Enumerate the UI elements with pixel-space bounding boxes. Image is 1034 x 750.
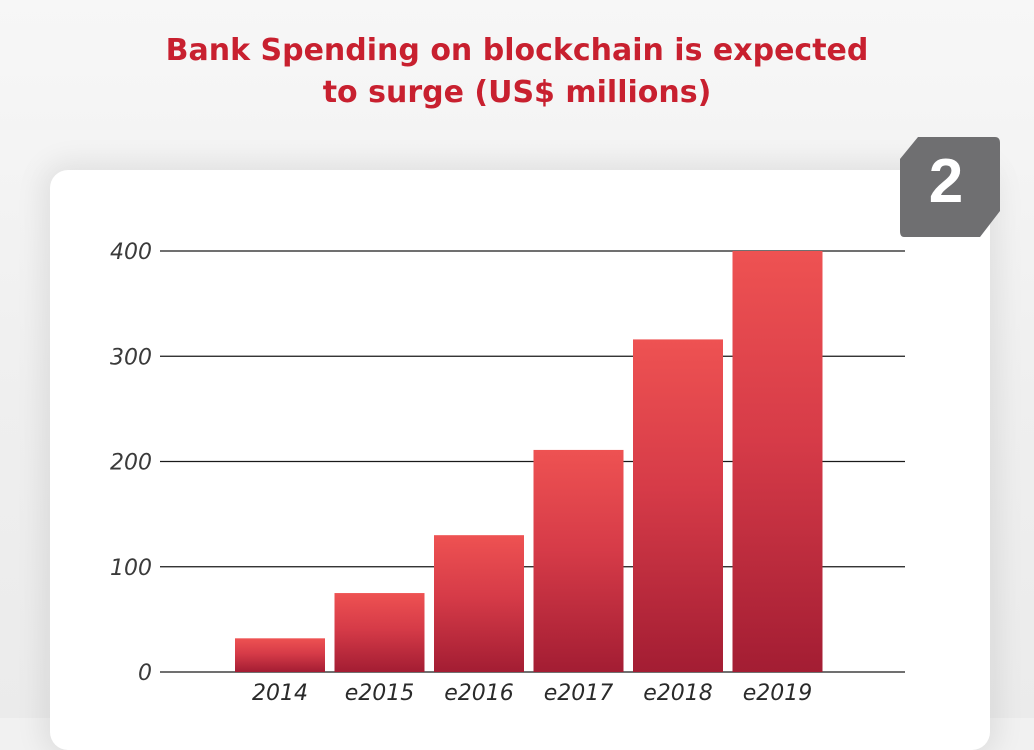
bar-e2017 [533,449,624,672]
bar-e2015 [334,593,425,672]
y-tick-label-0: 0 [138,661,152,686]
bars [235,251,823,672]
chart-title-line-2: to surge (US$ millions) [322,75,712,110]
x-tick-label-e2015: e2015 [345,681,415,706]
x-tick-label-e2019: e2019 [743,681,813,706]
x-tick-label-e2016: e2016 [444,681,514,706]
x-tick-label-e2018: e2018 [643,681,713,706]
x-tick-label-2014: 2014 [252,681,308,706]
y-tick-label-400: 400 [110,240,152,265]
figure-number-badge: 2 [900,137,1000,237]
x-axis-tick-labels: 2014 e2015 e2016 e2017 e2018 e2019 [252,681,812,706]
bar-chart: 0 100 200 300 400 2014 e2015 e2016 e2017 e2018 e2… [110,240,905,706]
bar-e2018 [633,339,723,672]
y-tick-label-300: 300 [110,345,152,370]
badge-number: 2 [928,147,964,216]
bar-e2019 [732,251,823,672]
badge-shape-icon [900,137,1000,237]
chart-title-line-1: Bank Spending on blockchain is expected [165,33,869,68]
bar-2014 [235,638,325,672]
y-tick-label-100: 100 [110,556,152,581]
x-tick-label-e2017: e2017 [544,681,614,706]
bar-e2016 [434,535,524,672]
y-axis-tick-labels: 0 100 200 300 400 [110,240,152,686]
y-tick-label-200: 200 [110,451,152,476]
chart-title: Bank Spending on blockchain is expected … [0,30,1034,114]
